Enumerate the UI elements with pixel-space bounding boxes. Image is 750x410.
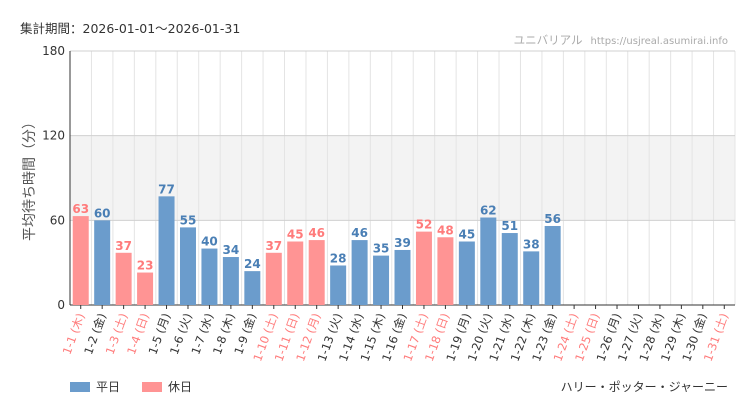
- bar-1-1 (木): [72, 216, 89, 305]
- bar-1-2 (金): [94, 220, 111, 305]
- data-label: 39: [394, 236, 411, 250]
- legend-swatch-weekday: [70, 381, 90, 392]
- legend-label-holiday: 休日: [168, 380, 193, 394]
- bar-1-8 (木): [222, 257, 239, 305]
- data-label: 60: [94, 206, 111, 220]
- bar-1-6 (火): [179, 227, 196, 305]
- bar-1-18 (日): [437, 237, 454, 305]
- period-label: 集計期間：2026-01-01〜2026-01-31: [20, 21, 241, 36]
- y-axis-title: 平均待ち時間（分）: [22, 115, 38, 241]
- bar-1-13 (火): [330, 265, 347, 305]
- data-label: 23: [137, 259, 154, 273]
- bar-1-7 (水): [201, 248, 218, 305]
- bar-1-4 (日): [137, 272, 154, 305]
- y-tick-label: 120: [42, 129, 65, 143]
- y-tick-label: 180: [42, 44, 65, 58]
- data-label: 38: [523, 237, 540, 251]
- data-label: 40: [201, 235, 218, 249]
- y-tick-label: 60: [50, 213, 65, 227]
- site-watermark: ユニバリアル https://usjreal.asumirai.info: [514, 32, 728, 48]
- watermark-url: https://usjreal.asumirai.info: [590, 36, 728, 47]
- data-label: 37: [115, 239, 132, 253]
- bar-1-5 (月): [158, 196, 175, 305]
- band-60-120: [70, 135, 735, 221]
- data-label: 62: [480, 204, 497, 218]
- legend-label-weekday: 平日: [96, 380, 121, 394]
- bar-1-17 (土): [415, 231, 432, 305]
- data-label: 52: [416, 218, 433, 232]
- data-label: 28: [330, 251, 347, 265]
- legend-item-holiday[interactable]: 休日: [142, 378, 192, 395]
- bar-1-20 (火): [480, 217, 497, 305]
- bar-1-14 (水): [351, 240, 368, 305]
- data-label: 55: [180, 213, 197, 227]
- bar-1-15 (木): [373, 255, 390, 305]
- bar-1-23 (金): [544, 225, 561, 305]
- bar-1-9 (金): [244, 271, 261, 305]
- data-label: 45: [459, 228, 476, 242]
- bar-1-22 (木): [523, 251, 540, 305]
- data-label: 35: [373, 242, 390, 256]
- data-label: 48: [437, 223, 454, 237]
- data-label: 63: [72, 202, 89, 216]
- bar-1-3 (土): [115, 252, 132, 305]
- attraction-name: ハリー・ポッター・ジャーニー: [560, 380, 728, 394]
- data-label: 45: [287, 228, 304, 242]
- bar-1-11 (日): [287, 241, 304, 305]
- data-label: 37: [265, 239, 282, 253]
- bar-1-21 (水): [501, 233, 518, 305]
- data-label: 51: [501, 219, 518, 233]
- data-label: 34: [223, 243, 240, 257]
- legend-swatch-holiday: [142, 381, 163, 392]
- bar-1-16 (金): [394, 249, 411, 305]
- data-label: 56: [544, 212, 561, 226]
- data-label: 24: [244, 257, 261, 271]
- bar-1-19 (月): [458, 241, 475, 305]
- bar-1-10 (土): [265, 252, 282, 305]
- data-label: 46: [308, 226, 325, 240]
- chart-legend: 平日 休日: [70, 378, 192, 395]
- y-tick-label: 0: [57, 298, 65, 312]
- data-label: 46: [351, 226, 368, 240]
- watermark-brand: ユニバリアル: [513, 33, 583, 47]
- legend-item-weekday[interactable]: 平日: [70, 378, 120, 395]
- bar-1-12 (月): [308, 240, 325, 305]
- data-label: 77: [158, 182, 175, 196]
